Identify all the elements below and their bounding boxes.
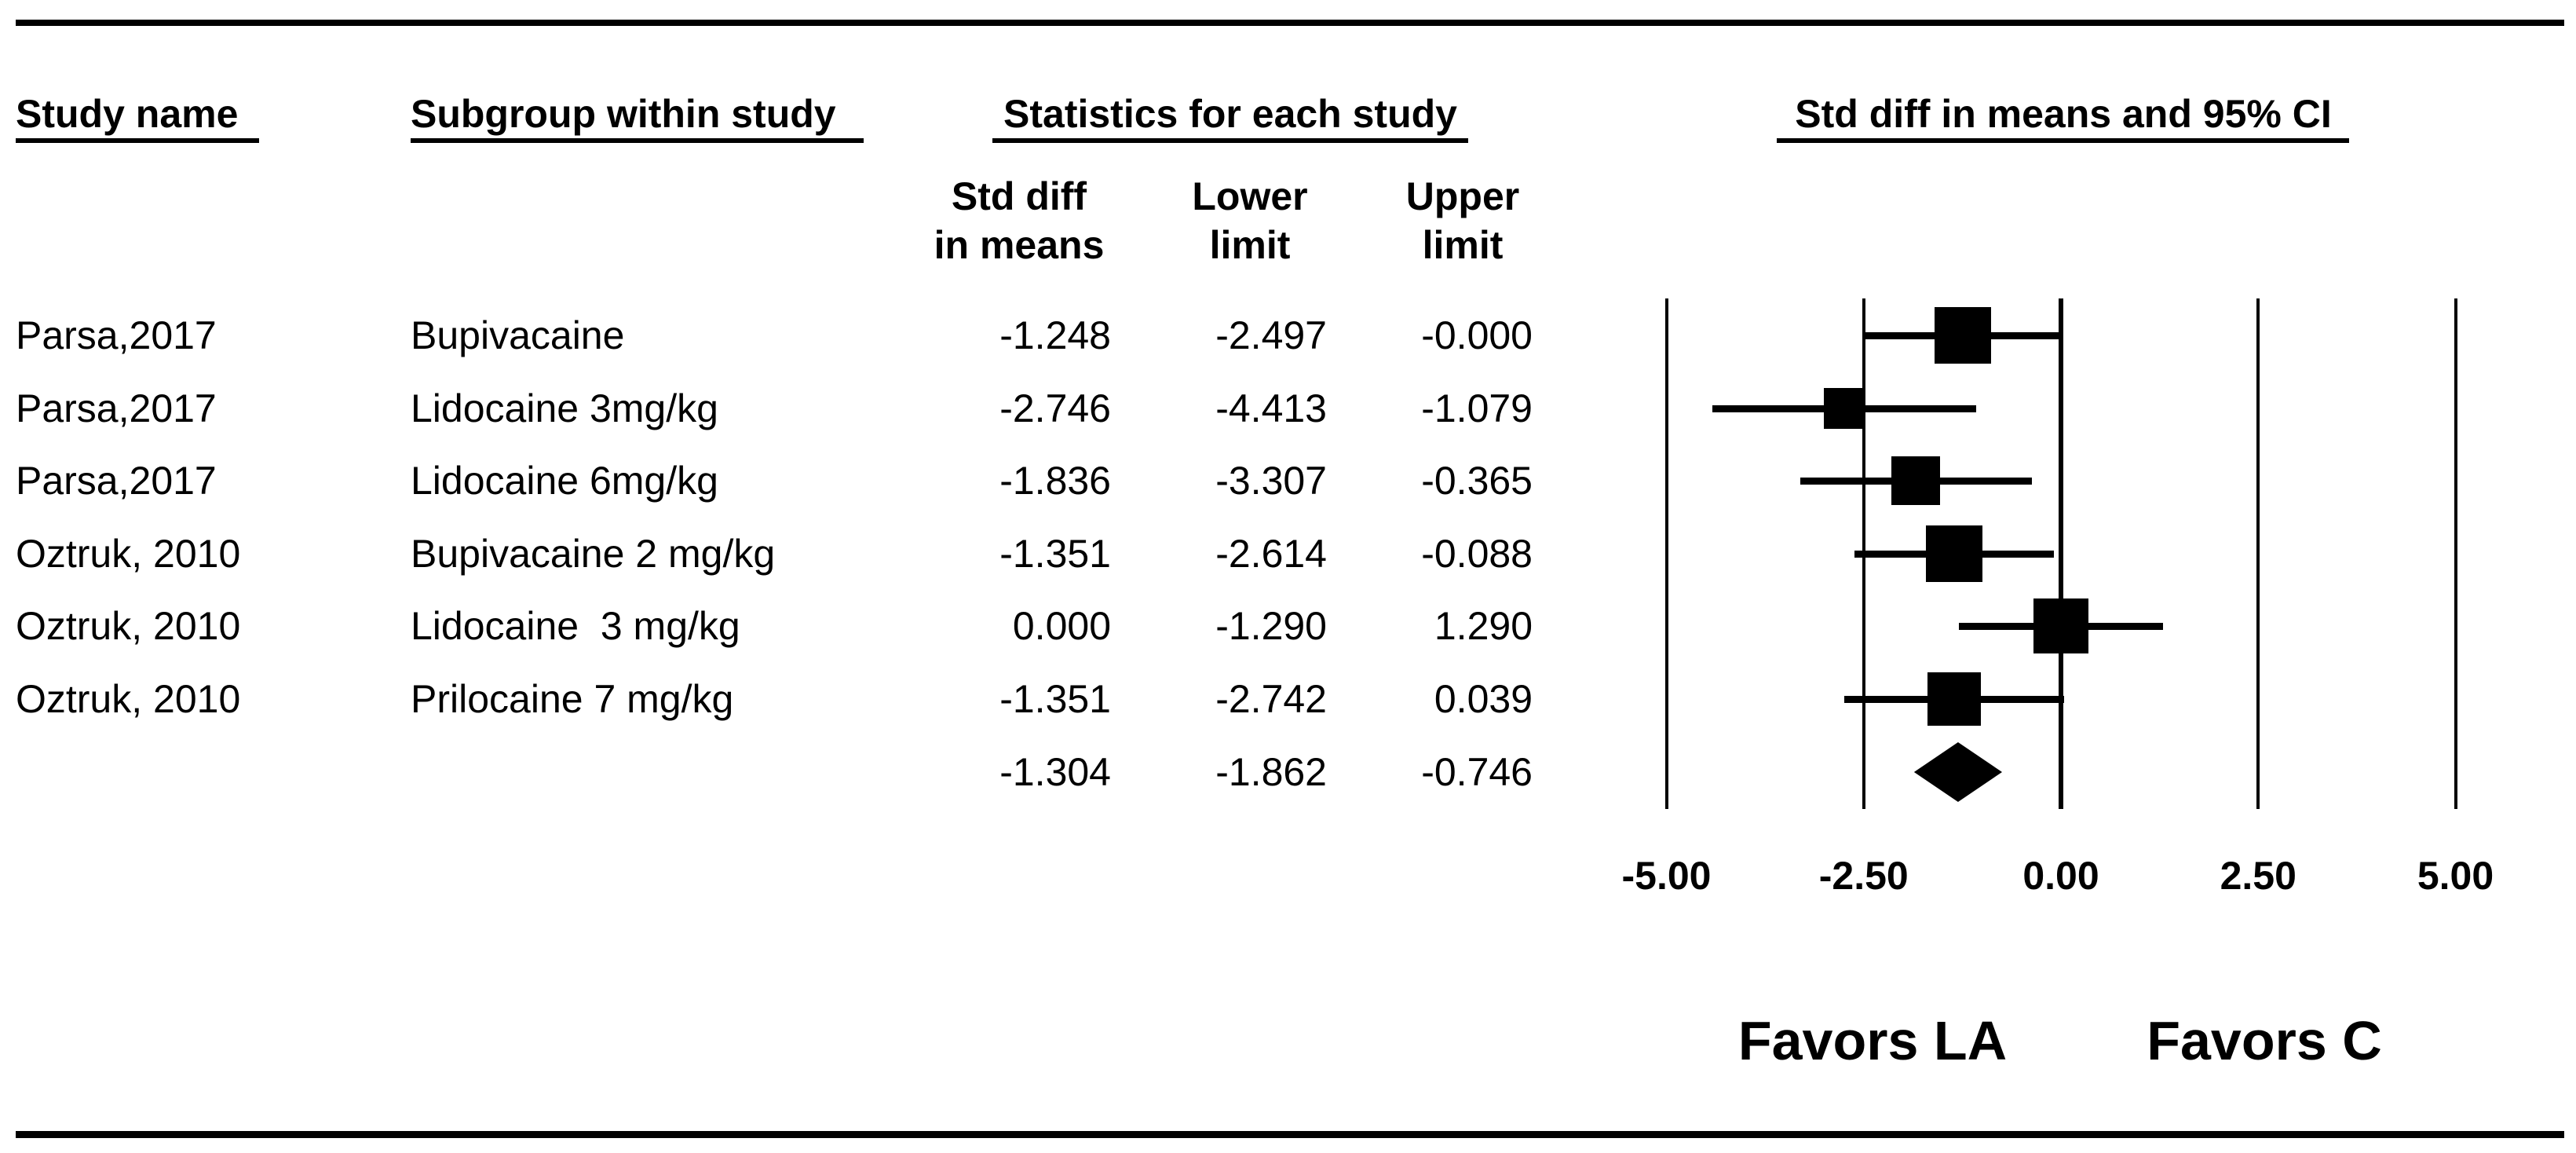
lower-limit-cell: -2.614 <box>1215 532 1327 576</box>
axis-tick-label: 0.00 <box>2022 854 2099 898</box>
top-border <box>16 20 2564 26</box>
summary-upper-cell: -0.746 <box>1421 750 1533 794</box>
upper-limit-cell: -1.079 <box>1421 386 1533 430</box>
summary-lower-cell: -1.862 <box>1215 750 1327 794</box>
std-diff-cell: 0.000 <box>1012 604 1111 648</box>
subgroup-cell: Bupivacaine <box>411 313 625 357</box>
std-diff-header-line1: Std diff <box>951 174 1087 218</box>
summary-diamond <box>1913 742 2003 802</box>
axis-tick-label: 2.50 <box>2220 854 2296 898</box>
study-cell: Parsa,2017 <box>16 386 217 430</box>
upper-limit-cell: -0.088 <box>1421 532 1533 576</box>
study-cell: Parsa,2017 <box>16 313 217 357</box>
study-name-underline <box>16 138 259 143</box>
effect-square <box>1824 388 1865 429</box>
subgroup-cell: Lidocaine 3mg/kg <box>411 386 718 430</box>
effect-square <box>2033 598 2088 653</box>
statistics-underline <box>992 138 1468 143</box>
lower-limit-header-line2: limit <box>1209 223 1291 267</box>
subgroup-cell: Lidocaine 3 mg/kg <box>411 604 740 648</box>
study-cell: Oztruk, 2010 <box>16 532 241 576</box>
axis-tick-label: -5.00 <box>1621 854 1712 898</box>
std-diff-header-line2: in means <box>934 223 1105 267</box>
lower-limit-cell: -2.742 <box>1215 677 1327 721</box>
statistics-header: Statistics for each study <box>1003 92 1457 136</box>
lower-limit-cell: -2.497 <box>1215 313 1327 357</box>
summary-std-diff-cell: -1.304 <box>999 750 1111 794</box>
lower-limit-cell: -4.413 <box>1215 386 1327 430</box>
upper-limit-cell: -0.000 <box>1421 313 1533 357</box>
study-name-header: Study name <box>16 92 239 136</box>
subgroup-underline <box>411 138 864 143</box>
lower-limit-cell: -3.307 <box>1215 459 1327 503</box>
std-diff-cell: -1.351 <box>999 532 1111 576</box>
favors-right-label: Favors C <box>2147 1010 2382 1071</box>
upper-limit-cell: 1.290 <box>1434 604 1533 648</box>
effect-square <box>1927 672 1982 726</box>
effect-square <box>1926 525 1983 582</box>
subgroup-cell: Lidocaine 6mg/kg <box>411 459 718 503</box>
std-diff-cell: -1.248 <box>999 313 1111 357</box>
study-cell: Oztruk, 2010 <box>16 604 241 648</box>
gridline <box>1664 298 1668 809</box>
gridline <box>2454 298 2457 809</box>
subgroup-header: Subgroup within study <box>411 92 836 136</box>
std-diff-cell: -1.351 <box>999 677 1111 721</box>
ci-header: Std diff in means and 95% CI <box>1795 92 2332 136</box>
axis-tick-label: -2.50 <box>1818 854 1909 898</box>
bottom-border <box>16 1131 2564 1138</box>
std-diff-cell: -2.746 <box>999 386 1111 430</box>
favors-left-label: Favors LA <box>1737 1010 2008 1071</box>
gridline <box>2256 298 2260 809</box>
upper-limit-header-line2: limit <box>1422 223 1504 267</box>
ci-underline <box>1777 138 2349 143</box>
study-cell: Oztruk, 2010 <box>16 677 241 721</box>
effect-square <box>1934 307 1991 364</box>
gridline <box>2059 298 2063 809</box>
subgroup-cell: Bupivacaine 2 mg/kg <box>411 532 776 576</box>
axis-tick-label: 5.00 <box>2417 854 2494 898</box>
upper-limit-cell: 0.039 <box>1434 677 1533 721</box>
study-cell: Parsa,2017 <box>16 459 217 503</box>
effect-square <box>1891 456 1941 505</box>
subgroup-cell: Prilocaine 7 mg/kg <box>411 677 734 721</box>
lower-limit-header-line1: Lower <box>1192 174 1308 218</box>
upper-limit-header-line1: Upper <box>1405 174 1520 218</box>
upper-limit-cell: -0.365 <box>1421 459 1533 503</box>
std-diff-cell: -1.836 <box>999 459 1111 503</box>
lower-limit-cell: -1.290 <box>1215 604 1327 648</box>
